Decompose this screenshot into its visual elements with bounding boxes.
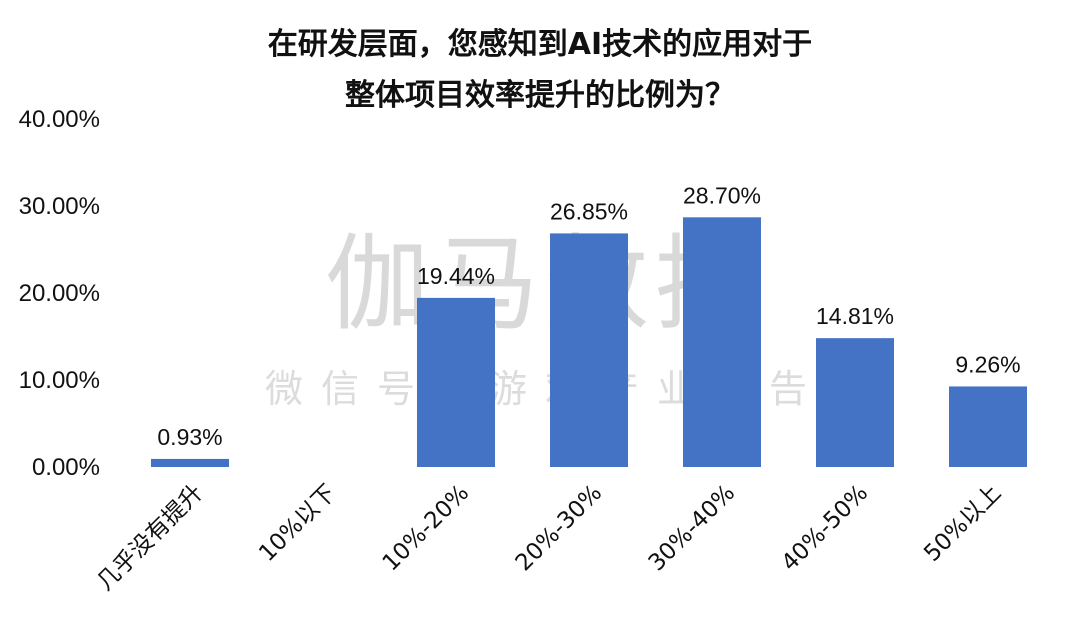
data-labels: 0.93% 19.44% 26.85% 28.70% 14.81% 9.26% <box>157 182 1020 450</box>
bar <box>417 297 495 467</box>
data-label: 19.44% <box>417 263 495 289</box>
data-label: 28.70% <box>683 182 761 208</box>
x-axis: 几乎没有提升 10%以下 10%-20% 20%-30% 30%-40% 40%-50% 5… <box>92 480 1006 596</box>
data-label: 9.26% <box>955 351 1020 377</box>
x-tick-label: 20%-30% <box>511 480 608 577</box>
y-tick-label: 0.00% <box>32 454 100 481</box>
bar <box>550 233 628 467</box>
data-label: 26.85% <box>550 198 628 224</box>
y-tick-label: 30.00% <box>19 193 100 220</box>
bar <box>816 338 894 467</box>
bar <box>151 458 229 467</box>
y-axis: 0.00% 10.00% 20.00% 30.00% 40.00% <box>19 106 100 481</box>
bars <box>151 217 1027 467</box>
data-label: 0.93% <box>157 424 222 450</box>
chart-title-line-2: 整体项目效率提升的比例为？ <box>345 78 735 113</box>
x-tick-label: 10%-20% <box>378 480 475 577</box>
chart-title-line-1: 在研发层面，您感知到AI技术的应用对于 <box>268 27 812 62</box>
x-tick-label: 50%以上 <box>919 480 1006 567</box>
x-tick-label: 10%以下 <box>254 480 341 567</box>
bar <box>949 386 1027 467</box>
data-label: 14.81% <box>816 303 894 329</box>
y-tick-label: 40.00% <box>19 106 100 133</box>
bar <box>683 217 761 467</box>
chart-title: 在研发层面，您感知到AI技术的应用对于 整体项目效率提升的比例为？ <box>268 27 812 113</box>
x-tick-label: 40%-50% <box>777 480 874 577</box>
x-tick-label: 30%-40% <box>644 480 741 577</box>
y-tick-label: 10.00% <box>19 367 100 394</box>
y-tick-label: 20.00% <box>19 280 100 307</box>
x-tick-label: 几乎没有提升 <box>92 480 208 596</box>
